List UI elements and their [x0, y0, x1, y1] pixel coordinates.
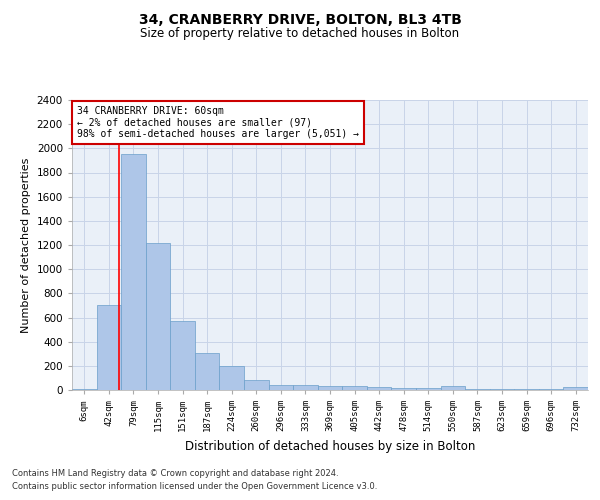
Bar — [490, 389, 514, 390]
Bar — [563, 387, 588, 390]
Bar — [195, 353, 220, 390]
Text: Contains public sector information licensed under the Open Government Licence v3: Contains public sector information licen… — [12, 482, 377, 491]
Bar — [244, 380, 269, 390]
Bar — [293, 385, 318, 390]
Bar — [170, 320, 195, 390]
Bar — [220, 366, 244, 390]
X-axis label: Distribution of detached houses by size in Bolton: Distribution of detached houses by size … — [185, 440, 475, 452]
Text: 34, CRANBERRY DRIVE, BOLTON, BL3 4TB: 34, CRANBERRY DRIVE, BOLTON, BL3 4TB — [139, 12, 461, 26]
Bar — [440, 386, 465, 390]
Bar — [97, 306, 121, 390]
Bar — [342, 386, 367, 390]
Y-axis label: Number of detached properties: Number of detached properties — [21, 158, 31, 332]
Bar — [72, 389, 97, 390]
Text: Size of property relative to detached houses in Bolton: Size of property relative to detached ho… — [140, 28, 460, 40]
Text: Contains HM Land Registry data © Crown copyright and database right 2024.: Contains HM Land Registry data © Crown c… — [12, 468, 338, 477]
Bar — [318, 386, 342, 390]
Bar — [391, 388, 416, 390]
Bar — [416, 388, 440, 390]
Bar — [269, 384, 293, 390]
Text: 34 CRANBERRY DRIVE: 60sqm
← 2% of detached houses are smaller (97)
98% of semi-d: 34 CRANBERRY DRIVE: 60sqm ← 2% of detach… — [77, 106, 359, 139]
Bar — [146, 242, 170, 390]
Bar — [367, 387, 391, 390]
Bar — [121, 154, 146, 390]
